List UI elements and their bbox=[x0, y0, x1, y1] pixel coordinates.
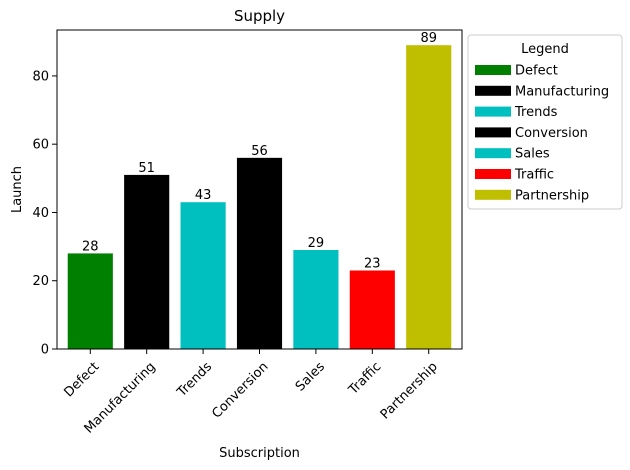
legend-label-manufacturing: Manufacturing bbox=[515, 84, 609, 99]
bar-sales bbox=[293, 250, 339, 349]
legend-label-sales: Sales bbox=[515, 147, 550, 162]
legend-swatch-manufacturing bbox=[475, 85, 511, 96]
legend-label-trends: Trends bbox=[514, 105, 558, 120]
chart-title: Supply bbox=[234, 7, 285, 25]
data-label-traffic: 23 bbox=[364, 256, 381, 271]
x-tick-label-defect: Defect bbox=[61, 359, 102, 400]
bar-traffic bbox=[349, 270, 395, 349]
legend-swatch-partnership bbox=[475, 189, 511, 200]
y-axis-title: Launch bbox=[10, 166, 25, 213]
legend-label-defect: Defect bbox=[515, 64, 558, 79]
legend-swatch-sales bbox=[475, 148, 511, 159]
x-axis-title: Subscription bbox=[219, 446, 300, 461]
data-label-partnership: 89 bbox=[420, 31, 437, 46]
data-label-defect: 28 bbox=[82, 239, 99, 254]
data-label-sales: 29 bbox=[308, 236, 325, 251]
legend-swatch-conversion bbox=[475, 127, 511, 138]
y-tick-label-40: 40 bbox=[32, 206, 49, 221]
bars-group bbox=[67, 45, 452, 349]
bar-labels-group: 28 51 43 56 29 23 89 bbox=[82, 31, 437, 271]
legend-label-conversion: Conversion bbox=[515, 126, 588, 141]
y-axis: 0 20 40 60 80 bbox=[32, 69, 57, 358]
data-label-trends: 43 bbox=[195, 188, 212, 203]
y-tick-label-20: 20 bbox=[32, 274, 49, 289]
x-tick-label-sales: Sales bbox=[293, 359, 328, 394]
bar-trends bbox=[180, 202, 226, 349]
legend-title: Legend bbox=[521, 42, 569, 57]
legend-swatch-defect bbox=[475, 65, 511, 75]
legend: Legend Defect Manufacturing Trends Conversi… bbox=[467, 34, 623, 210]
legend-label-partnership: Partnership bbox=[515, 188, 589, 203]
bar-defect bbox=[67, 253, 113, 349]
data-label-manufacturing: 51 bbox=[138, 161, 155, 176]
legend-items: Defect Manufacturing Trends Conversion Sales… bbox=[475, 64, 609, 203]
bar-conversion bbox=[236, 157, 283, 349]
legend-frame bbox=[467, 34, 623, 210]
x-tick-label-traffic: Traffic bbox=[345, 359, 384, 398]
x-tick-label-partnership: Partnership bbox=[378, 359, 441, 422]
bar-manufacturing bbox=[124, 174, 170, 349]
data-label-conversion: 56 bbox=[251, 144, 268, 159]
y-tick-label-0: 0 bbox=[41, 343, 49, 358]
legend-swatch-trends bbox=[475, 106, 511, 117]
x-tick-label-conversion: Conversion bbox=[209, 359, 271, 421]
legend-swatch-traffic bbox=[475, 169, 511, 179]
y-tick-label-60: 60 bbox=[32, 138, 49, 153]
bar-partnership bbox=[406, 45, 452, 349]
x-tick-label-trends: Trends bbox=[174, 359, 215, 400]
y-tick-label-80: 80 bbox=[32, 69, 49, 84]
legend-label-traffic: Traffic bbox=[514, 168, 554, 183]
